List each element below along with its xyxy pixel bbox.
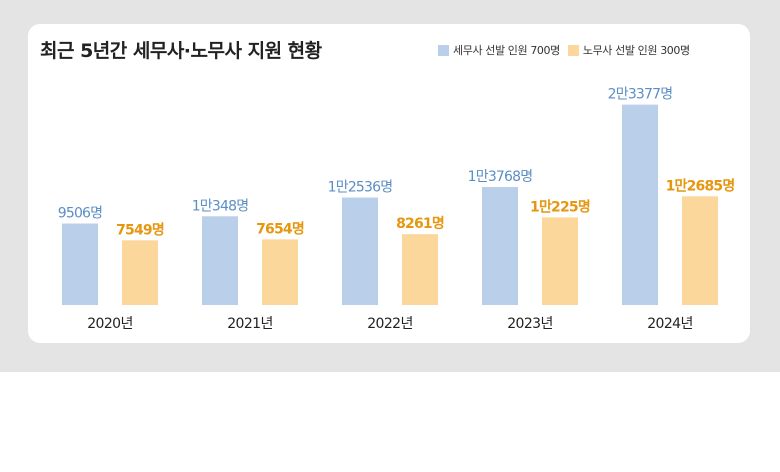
bar-tax-accountant-1 — [202, 216, 238, 305]
bar-chart: 9506명 7549명 2020년 1만348명 7654명 2021년 1만2536명 82… — [58, 87, 735, 332]
data-label-tax-accountant-1: 1만348명 — [192, 198, 249, 214]
x-tick-label-4: 2024년 — [647, 316, 693, 332]
legend-item-tax-accountant: 세무사 선발 인원 700명 — [438, 42, 560, 58]
data-label-labor-attorney-4: 1만2685명 — [666, 177, 735, 194]
x-tick-label-0: 2020년 — [87, 316, 133, 332]
x-tick-label-2: 2022년 — [367, 316, 413, 332]
x-tick-label-3: 2023년 — [507, 316, 553, 332]
legend-item-labor-attorney: 노무사 선발 인원 300명 — [567, 42, 690, 58]
data-label-labor-attorney-3: 1만225명 — [530, 198, 590, 215]
legend-swatch-tax-accountant — [438, 44, 449, 56]
bar-labor-attorney-4 — [682, 196, 718, 305]
data-label-tax-accountant-2: 1만2536명 — [328, 180, 393, 196]
bar-tax-accountant-3 — [482, 186, 518, 305]
data-label-tax-accountant-4: 2만3377명 — [608, 87, 673, 103]
data-label-labor-attorney-2: 8261명 — [396, 215, 444, 232]
bar-tax-accountant-4 — [622, 104, 658, 305]
chart-card: 최근 5년간 세무사·노무사 지원 현황 세무사 선발 인원 700명 노무사 … — [28, 24, 750, 343]
data-label-tax-accountant-0: 9506명 — [58, 206, 103, 222]
data-label-tax-accountant-3: 1만3768명 — [468, 169, 533, 185]
bar-labor-attorney-2 — [402, 234, 438, 305]
bar-tax-accountant-2 — [342, 197, 378, 305]
data-label-labor-attorney-1: 7654명 — [256, 220, 304, 237]
legend-swatch-labor-attorney — [567, 44, 579, 56]
chart-legend: 세무사 선발 인원 700명 노무사 선발 인원 300명 — [438, 42, 690, 58]
data-label-labor-attorney-0: 7549명 — [116, 221, 164, 238]
bar-tax-accountant-0 — [62, 223, 98, 305]
bar-labor-attorney-3 — [542, 217, 578, 305]
chart-title: 최근 5년간 세무사·노무사 지원 현황 — [40, 40, 322, 62]
legend-label-tax-accountant: 세무사 선발 인원 700명 — [453, 44, 560, 57]
legend-label-labor-attorney: 노무사 선발 인원 300명 — [582, 44, 690, 57]
x-tick-label-1: 2021년 — [227, 316, 273, 332]
bar-labor-attorney-1 — [262, 239, 298, 305]
bar-labor-attorney-0 — [122, 240, 158, 305]
